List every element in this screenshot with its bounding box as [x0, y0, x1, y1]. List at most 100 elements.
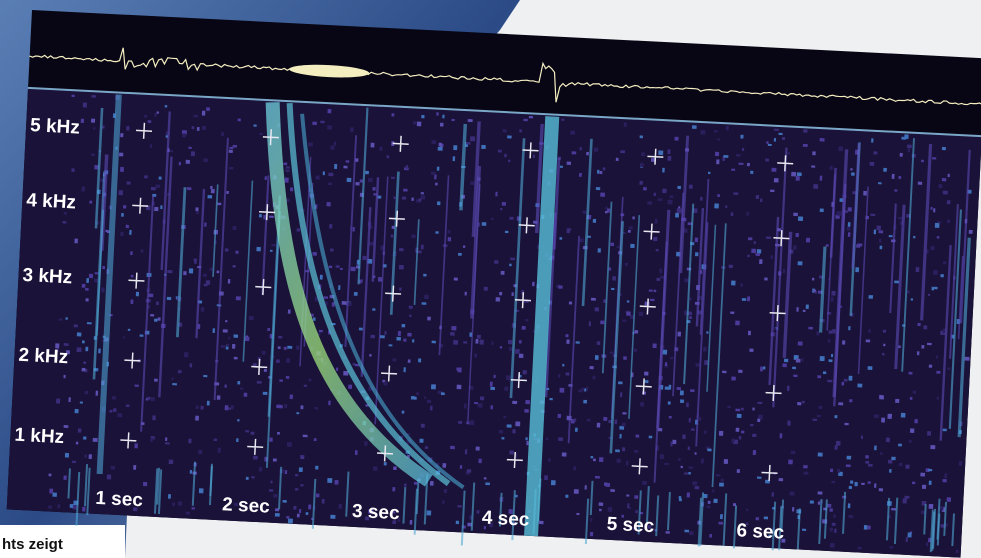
noise-dot [830, 469, 833, 473]
noise-dot [229, 150, 233, 153]
noise-dot [788, 152, 790, 154]
noise-dot [789, 492, 794, 496]
noise-dot [409, 315, 411, 317]
noise-dot [329, 224, 332, 228]
noise-dot [130, 299, 133, 304]
noise-dot [943, 191, 948, 195]
noise-dot [299, 467, 303, 472]
noise-dot [715, 474, 720, 476]
noise-dot [831, 354, 833, 357]
noise-dot [468, 119, 473, 122]
noise-dot [655, 219, 658, 224]
noise-dot [508, 160, 511, 163]
noise-dot [632, 216, 634, 219]
noise-dot [526, 441, 528, 445]
noise-dot [245, 337, 250, 342]
noise-dot [290, 394, 293, 399]
noise-dot [71, 95, 74, 97]
noise-dot [126, 225, 129, 229]
noise-dot [774, 327, 777, 329]
noise-dot [793, 213, 798, 216]
noise-dot [593, 376, 596, 380]
noise-dot [392, 358, 396, 361]
noise-dot [120, 133, 123, 137]
noise-dot [148, 120, 152, 123]
noise-dot [898, 217, 902, 220]
noise-dot [600, 320, 604, 324]
noise-dot [351, 267, 356, 272]
noise-dot [817, 415, 821, 418]
noise-dot [118, 190, 123, 195]
noise-dot [599, 509, 602, 512]
noise-dot [907, 145, 912, 149]
noise-dot [91, 95, 96, 98]
noise-dot [940, 274, 943, 277]
noise-dot [841, 382, 844, 386]
noise-dot [477, 510, 480, 513]
noise-dot [91, 153, 95, 156]
noise-dot [187, 187, 192, 190]
noise-dot [874, 483, 876, 487]
noise-dot [747, 255, 749, 257]
noise-dot [65, 317, 67, 320]
noise-dot [434, 174, 436, 179]
noise-dot [640, 402, 644, 406]
noise-dot [801, 358, 803, 362]
noise-dot [558, 374, 560, 377]
noise-dot [908, 149, 911, 153]
noise-dot [937, 236, 940, 238]
noise-dot [760, 367, 763, 372]
noise-dot [221, 132, 224, 136]
noise-dot [706, 331, 708, 333]
noise-dot [813, 184, 818, 189]
noise-dot [689, 418, 691, 422]
noise-dot [590, 518, 592, 521]
noise-dot [650, 299, 655, 301]
noise-dot [942, 178, 947, 181]
noise-dot [391, 113, 394, 116]
noise-dot [812, 151, 816, 155]
noise-dot [188, 439, 191, 444]
noise-dot [714, 130, 718, 132]
noise-dot [674, 137, 678, 141]
noise-dot [500, 346, 502, 348]
noise-dot [369, 354, 371, 357]
noise-dot [86, 278, 89, 283]
noise-dot [589, 321, 591, 326]
noise-dot [440, 123, 444, 127]
noise-dot [587, 419, 591, 422]
noise-dot [151, 437, 155, 440]
noise-dot [399, 265, 404, 270]
noise-dot [793, 245, 797, 249]
noise-dot [346, 160, 350, 162]
noise-dot [503, 129, 507, 132]
noise-dot [322, 499, 325, 504]
noise-dot [930, 246, 934, 250]
noise-dot [883, 330, 886, 333]
noise-dot [416, 392, 419, 395]
noise-dot [519, 129, 522, 132]
noise-dot [154, 113, 156, 117]
noise-dot [393, 197, 395, 199]
noise-dot [154, 207, 158, 211]
noise-dot [681, 466, 683, 468]
noise-dot [262, 351, 266, 355]
noise-dot [296, 412, 299, 414]
noise-dot [798, 261, 803, 265]
noise-dot [854, 482, 857, 486]
noise-dot [465, 449, 467, 454]
noise-dot [438, 147, 443, 151]
noise-dot [812, 419, 817, 421]
noise-dot [874, 445, 877, 450]
noise-dot [765, 159, 769, 162]
noise-dot [362, 256, 366, 260]
noise-dot [201, 406, 204, 410]
noise-dot [129, 230, 131, 235]
noise-dot [391, 177, 395, 179]
noise-dot [284, 347, 287, 350]
noise-dot [610, 352, 614, 354]
noise-dot [232, 344, 235, 349]
noise-dot [481, 145, 486, 149]
noise-dot [668, 401, 671, 404]
noise-dot [68, 397, 70, 402]
